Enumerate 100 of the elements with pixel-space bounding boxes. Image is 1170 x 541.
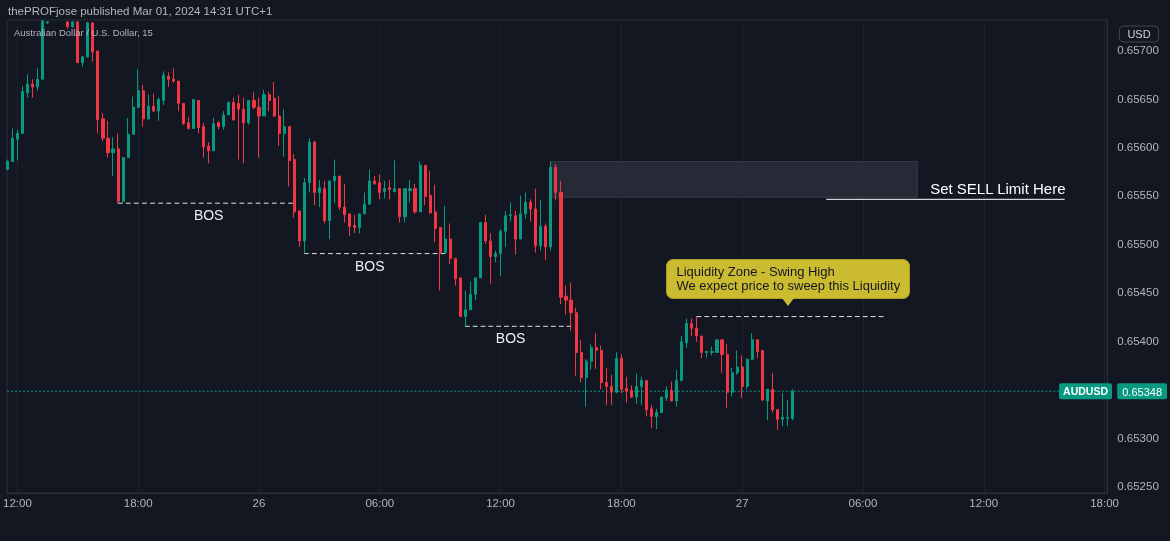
candlestick xyxy=(786,399,789,427)
candlestick xyxy=(705,350,708,358)
candlestick xyxy=(117,132,120,204)
candlestick xyxy=(383,180,386,199)
candlestick xyxy=(680,335,683,382)
annotation: Set SELL Limit Here xyxy=(930,179,1066,197)
y-tick-label: 0.65348 xyxy=(1122,385,1162,398)
candlestick xyxy=(454,257,457,287)
y-tick-label: 0.65400 xyxy=(1117,334,1159,347)
candlestick xyxy=(207,141,210,164)
y-tick-label: 0.65250 xyxy=(1117,480,1159,493)
candlestick xyxy=(534,188,537,254)
candlestick xyxy=(242,97,245,164)
annotation: BOS xyxy=(354,257,385,274)
x-tick-label: 26 xyxy=(252,497,266,509)
candlestick xyxy=(610,374,613,406)
y-tick-label: 0.65500 xyxy=(1117,237,1159,250)
x-tick-label: 18:00 xyxy=(606,497,636,509)
candlestick xyxy=(726,343,729,409)
candlestick xyxy=(187,116,190,131)
candlestick xyxy=(630,384,633,399)
candlestick xyxy=(353,214,356,234)
candlestick xyxy=(655,408,658,430)
x-tick-label: 27 xyxy=(735,497,749,509)
candlestick xyxy=(122,157,125,204)
annotation: BOS xyxy=(495,330,526,347)
x-tick-label: 18:00 xyxy=(123,497,153,509)
candlestick xyxy=(217,120,220,131)
candlestick xyxy=(358,213,361,234)
candlestick xyxy=(449,223,452,265)
candlestick xyxy=(157,97,160,122)
x-tick-label: 06:00 xyxy=(365,497,395,509)
candlestick xyxy=(650,404,653,429)
candlestick xyxy=(514,210,517,256)
candlestick xyxy=(283,108,286,158)
candlestick xyxy=(111,136,115,177)
x-tick-label: 12:00 xyxy=(969,497,999,509)
candlestick xyxy=(152,93,155,113)
candlestick xyxy=(429,170,432,215)
candlestick xyxy=(323,180,326,225)
candlestick xyxy=(605,367,608,406)
candlestick xyxy=(494,250,497,263)
candlestick xyxy=(147,94,150,121)
y-tick-label: 0.65450 xyxy=(1117,286,1159,299)
candlestick xyxy=(529,198,532,223)
candlestick xyxy=(600,345,603,390)
candlestick xyxy=(177,80,180,112)
candlestick xyxy=(751,332,754,361)
candlestick xyxy=(262,89,266,117)
candlestick xyxy=(499,228,502,277)
candlestick xyxy=(519,194,522,240)
candlestick xyxy=(746,357,749,390)
candlestick xyxy=(172,67,175,84)
candlestick xyxy=(484,214,487,245)
y-tick-label: 0.65550 xyxy=(1117,189,1159,202)
candlestick xyxy=(504,210,507,248)
candlestick xyxy=(333,159,336,204)
candlestick xyxy=(776,409,779,431)
candlestick xyxy=(343,183,346,224)
y-tick-label: 0.65650 xyxy=(1117,92,1159,105)
candlestick xyxy=(162,70,165,106)
annotation: Liquidity Zone - Swing High We expect price to sweep this Liquidity xyxy=(676,263,901,293)
x-tick-label: 12:00 xyxy=(3,497,32,509)
candlestick xyxy=(685,318,688,349)
x-tick-label: 18:00 xyxy=(1090,497,1119,509)
candlestick xyxy=(459,277,462,318)
candlestick xyxy=(373,175,376,186)
y-tick-label: 0.65300 xyxy=(1117,431,1159,444)
candlestick xyxy=(132,96,135,135)
candlestick xyxy=(424,164,427,206)
candlestick xyxy=(554,163,557,201)
candlestick xyxy=(700,335,703,359)
candlestick xyxy=(363,192,366,215)
candlestick xyxy=(81,55,84,68)
candlestick xyxy=(575,307,578,377)
candlestick xyxy=(227,100,230,116)
x-tick-label: 12:00 xyxy=(486,497,515,509)
candlestick xyxy=(338,175,341,211)
candlestick xyxy=(313,140,316,206)
candlestick xyxy=(474,277,477,301)
candlestick xyxy=(695,316,698,343)
candlestick xyxy=(595,332,598,370)
candlestick xyxy=(388,179,391,200)
candlestick xyxy=(413,183,417,215)
candlestick xyxy=(489,232,492,285)
candlestick xyxy=(509,201,512,223)
candlestick xyxy=(439,226,442,291)
candlestick xyxy=(771,372,774,414)
candlestick xyxy=(222,110,225,131)
candlestick xyxy=(308,137,311,194)
candlestick xyxy=(761,350,764,402)
x-tick-label: 06:00 xyxy=(848,497,878,509)
candlestick xyxy=(625,376,628,404)
candlestick xyxy=(645,380,648,417)
candlestick xyxy=(720,339,724,374)
y-axis-title: USD xyxy=(1127,28,1151,40)
candlestick xyxy=(660,396,663,414)
candlestick xyxy=(469,281,472,311)
candlestick xyxy=(741,354,744,399)
candlestick xyxy=(670,381,673,402)
